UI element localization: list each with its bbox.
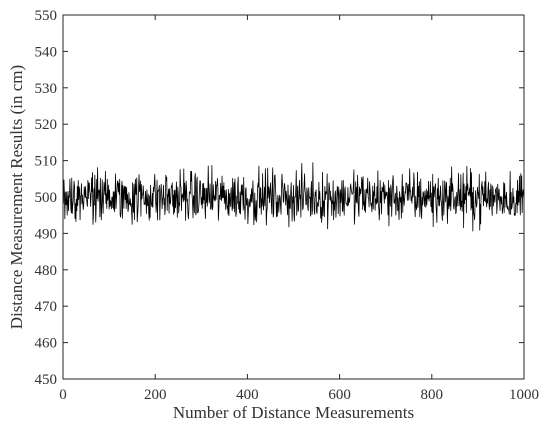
y-tick-label: 480 [35,263,58,279]
y-tick-label: 550 [35,8,58,24]
x-axis-ticks: 0 200 400 600 800 1000 [59,15,539,403]
series-group [62,162,524,232]
y-axis-ticks: 450 460 470 480 490 500 510 520 530 540 550 [35,8,524,388]
measurement-series-line [62,162,524,232]
x-tick-label: 800 [421,387,444,403]
x-axis-label: Number of Distance Measurements [173,403,414,422]
y-tick-label: 540 [35,44,58,60]
y-tick-label: 490 [35,226,58,242]
y-tick-label: 470 [35,299,58,315]
x-tick-label: 400 [236,387,259,403]
plot-frame [62,14,525,380]
x-tick-label: 600 [328,387,351,403]
y-tick-label: 520 [35,117,58,133]
x-tick-label: 1000 [509,387,539,403]
y-tick-label: 460 [35,336,58,352]
y-tick-label: 500 [35,190,58,206]
y-tick-label: 510 [35,154,58,170]
x-tick-label: 0 [59,387,67,403]
y-axis-label: Distance Measurement Results (in cm) [7,65,26,329]
y-tick-label: 450 [35,372,58,388]
x-tick-label: 200 [144,387,167,403]
y-tick-label: 530 [35,81,58,97]
